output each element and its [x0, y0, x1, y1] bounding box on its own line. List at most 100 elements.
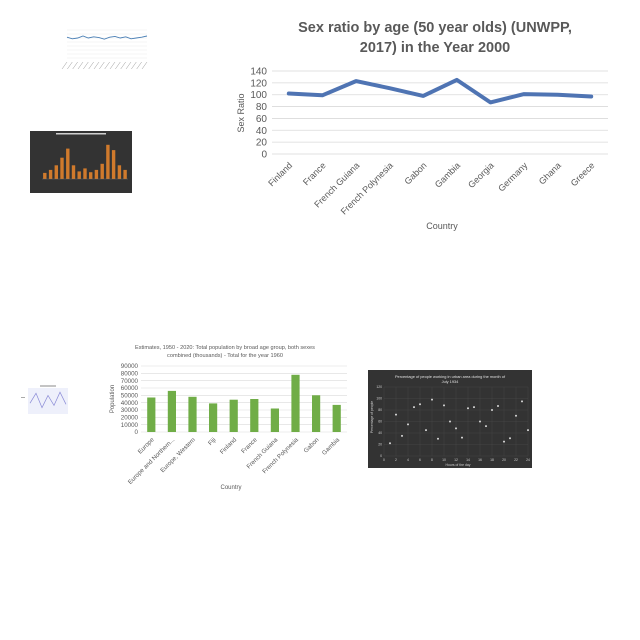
y-tick-label: 0	[380, 454, 382, 458]
x-tick-label	[88, 61, 94, 70]
y-tick-label: 20	[256, 138, 268, 149]
y-tick-label: 140	[250, 67, 267, 78]
x-tick-label: 0	[383, 458, 385, 462]
y-tick-label: 60	[378, 420, 382, 424]
bar	[123, 169, 127, 179]
y-axis-title: Sex Ratio	[236, 93, 246, 132]
x-tick-label: Gabon	[302, 436, 320, 454]
bar	[66, 148, 70, 179]
x-tick-label: Germany	[496, 160, 530, 194]
chart-title-line-1: Percentage of people working in urban ar…	[395, 374, 506, 379]
chart-title-placeholder	[40, 385, 56, 387]
x-tick-label: 24	[526, 458, 530, 462]
scatter-point	[509, 437, 511, 440]
x-tick-label	[125, 61, 132, 70]
scatter-point	[503, 440, 505, 443]
y-tick-label: 10000	[121, 422, 139, 429]
scatter-point	[431, 398, 433, 401]
thumbnail-dark-bar-chart	[30, 131, 132, 193]
y-tick-label: 80	[378, 408, 382, 412]
tiny-line-chart	[20, 385, 70, 417]
scatter-point	[425, 429, 427, 432]
y-axis-title: Population	[110, 385, 116, 413]
y-tick-label: 60000	[121, 385, 139, 392]
x-tick-label: Finland	[219, 436, 239, 456]
x-tick-label: 20	[502, 458, 506, 462]
bar	[111, 150, 116, 179]
x-tick-label: Gabon	[402, 160, 428, 186]
x-tick-label	[141, 61, 148, 70]
bar	[270, 408, 279, 432]
bar	[106, 144, 110, 179]
bar	[188, 396, 197, 432]
scatter-point	[395, 413, 397, 416]
x-tick-label	[109, 61, 116, 70]
y-tick-label: 0	[261, 150, 267, 161]
x-tick-label	[131, 61, 137, 70]
x-tick-label: 12	[454, 458, 458, 462]
scatter-point	[473, 406, 475, 409]
scatter-point	[467, 407, 469, 410]
bar	[54, 165, 58, 179]
x-tick-label: 6	[419, 458, 421, 462]
bar	[209, 403, 218, 432]
chart-title-line-1: Sex ratio by age (50 year olds) (UNWPP,	[298, 20, 572, 36]
x-tick-label	[120, 61, 126, 70]
x-tick-label: France	[240, 436, 259, 455]
chart-background	[30, 131, 132, 193]
y-tick-label: 40	[378, 431, 382, 435]
x-tick-label	[104, 61, 110, 70]
x-axis-title: Country	[220, 485, 241, 491]
scatter-point	[479, 420, 481, 423]
y-tick-label: 70000	[121, 378, 139, 385]
bar	[94, 169, 99, 179]
x-tick-label: 16	[478, 458, 482, 462]
x-tick-label: Fiji	[207, 436, 218, 447]
y-tick-label: 100	[376, 397, 382, 401]
y-tick-label: 40000	[121, 400, 139, 407]
x-tick-label: Europe	[137, 436, 156, 455]
x-tick-label	[136, 61, 142, 70]
y-tick-label: 20	[378, 443, 382, 447]
y-tick-label: 30000	[121, 407, 139, 414]
x-tick-label: Greece	[569, 160, 597, 188]
scatter-point	[419, 403, 421, 406]
scatter-point	[443, 404, 445, 407]
scatter-point	[407, 423, 409, 426]
scatter-point	[491, 409, 493, 411]
bar	[43, 172, 47, 179]
scatter-point	[389, 442, 391, 445]
x-tick-label	[67, 61, 73, 70]
scatter-point	[449, 420, 451, 423]
chart-title-line-2: combined (thousands) - Total for the yea…	[167, 353, 283, 359]
scatter-point	[455, 427, 457, 430]
x-tick-label	[72, 61, 78, 70]
scatter-point	[515, 414, 517, 417]
scatter-point	[461, 436, 463, 439]
bar	[60, 157, 64, 179]
bar	[312, 395, 321, 432]
x-axis-title: Hours of the day	[446, 463, 471, 467]
y-tick-label: 90000	[121, 363, 139, 370]
population-bar-chart-svg: Estimates, 1950 - 2020: Total population…	[110, 345, 347, 491]
bar	[147, 397, 156, 432]
scatter-point	[401, 434, 403, 437]
thumbnail-line-chart-svg	[61, 29, 148, 70]
x-tick-label: France	[301, 160, 328, 187]
y-tick-label: 0	[135, 429, 139, 436]
chart-title-placeholder	[56, 133, 106, 135]
sex-ratio-line-chart: Sex ratio by age (50 year olds) (UNWPP, …	[230, 10, 625, 235]
scatter-point	[437, 437, 439, 440]
bar	[89, 172, 93, 179]
chart-title-line-2: 2017) in the Year 2000	[360, 40, 510, 56]
tiny-line-chart-svg	[21, 385, 68, 414]
bar	[229, 399, 238, 432]
x-tick-label: Gambia	[433, 160, 462, 189]
series-line	[66, 35, 148, 40]
bar	[332, 404, 341, 432]
sex-ratio-line-chart-svg: Sex ratio by age (50 year olds) (UNWPP, …	[236, 20, 608, 231]
y-tick-label: 120	[250, 78, 267, 89]
x-tick-label	[115, 61, 121, 70]
y-tick-label: 50000	[121, 393, 139, 400]
x-tick-label: 10	[442, 458, 446, 462]
